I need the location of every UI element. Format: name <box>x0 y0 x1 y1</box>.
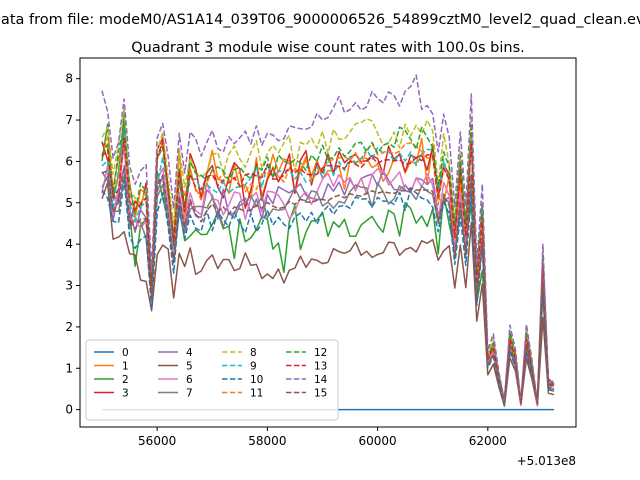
series-line-8 <box>101 107 555 405</box>
y-axis: 0 1 2 3 4 5 6 7 8 <box>65 72 80 417</box>
x-axis: 56000 58000 60000 62000 <box>138 427 507 448</box>
legend-label-12: 12 <box>314 347 327 359</box>
plot-area <box>79 57 577 428</box>
x-tick-label: 62000 <box>469 434 507 448</box>
y-tick-label: 5 <box>65 196 73 210</box>
y-tick-label: 7 <box>65 113 73 127</box>
legend-label-15: 15 <box>314 388 327 400</box>
legend-label-9: 9 <box>250 361 257 373</box>
legend-label-10: 10 <box>250 374 263 386</box>
series-line-5 <box>101 182 555 408</box>
y-tick-label: 6 <box>65 154 73 168</box>
legend-label-8: 8 <box>250 347 257 359</box>
legend-label-1: 1 <box>122 361 129 373</box>
legend-label-7: 7 <box>186 388 193 400</box>
legend-label-3: 3 <box>122 388 129 400</box>
x-offset-label: +5.013e8 <box>517 454 576 468</box>
series-line-15 <box>101 165 555 405</box>
y-tick-label: 4 <box>65 237 73 251</box>
legend-label-2: 2 <box>122 374 129 386</box>
x-tick-label: 58000 <box>248 434 286 448</box>
legend-label-5: 5 <box>186 361 193 373</box>
y-tick-label: 0 <box>65 403 73 417</box>
legend-label-14: 14 <box>314 374 328 386</box>
legend-box <box>85 339 339 421</box>
series-line-14 <box>101 74 554 403</box>
chart-title: Quadrant 3 module wise count rates with … <box>131 40 525 56</box>
legend-label-0: 0 <box>122 347 129 359</box>
y-tick-label: 3 <box>65 279 73 293</box>
series-line-13 <box>101 137 555 404</box>
series-layer <box>101 74 555 411</box>
legend-label-4: 4 <box>186 347 193 359</box>
legend-label-13: 13 <box>314 361 327 373</box>
legend-label-11: 11 <box>250 388 263 400</box>
x-tick-label: 56000 <box>138 434 176 448</box>
figure-suptitle: Data from file: modeM0/AS1A14_039T06_900… <box>0 12 640 28</box>
y-tick-label: 1 <box>65 361 73 375</box>
legend-label-6: 6 <box>186 374 193 386</box>
y-tick-label: 8 <box>65 72 73 86</box>
plot-frame <box>79 57 577 428</box>
x-tick-label: 60000 <box>359 434 397 448</box>
y-tick-label: 2 <box>65 320 73 334</box>
